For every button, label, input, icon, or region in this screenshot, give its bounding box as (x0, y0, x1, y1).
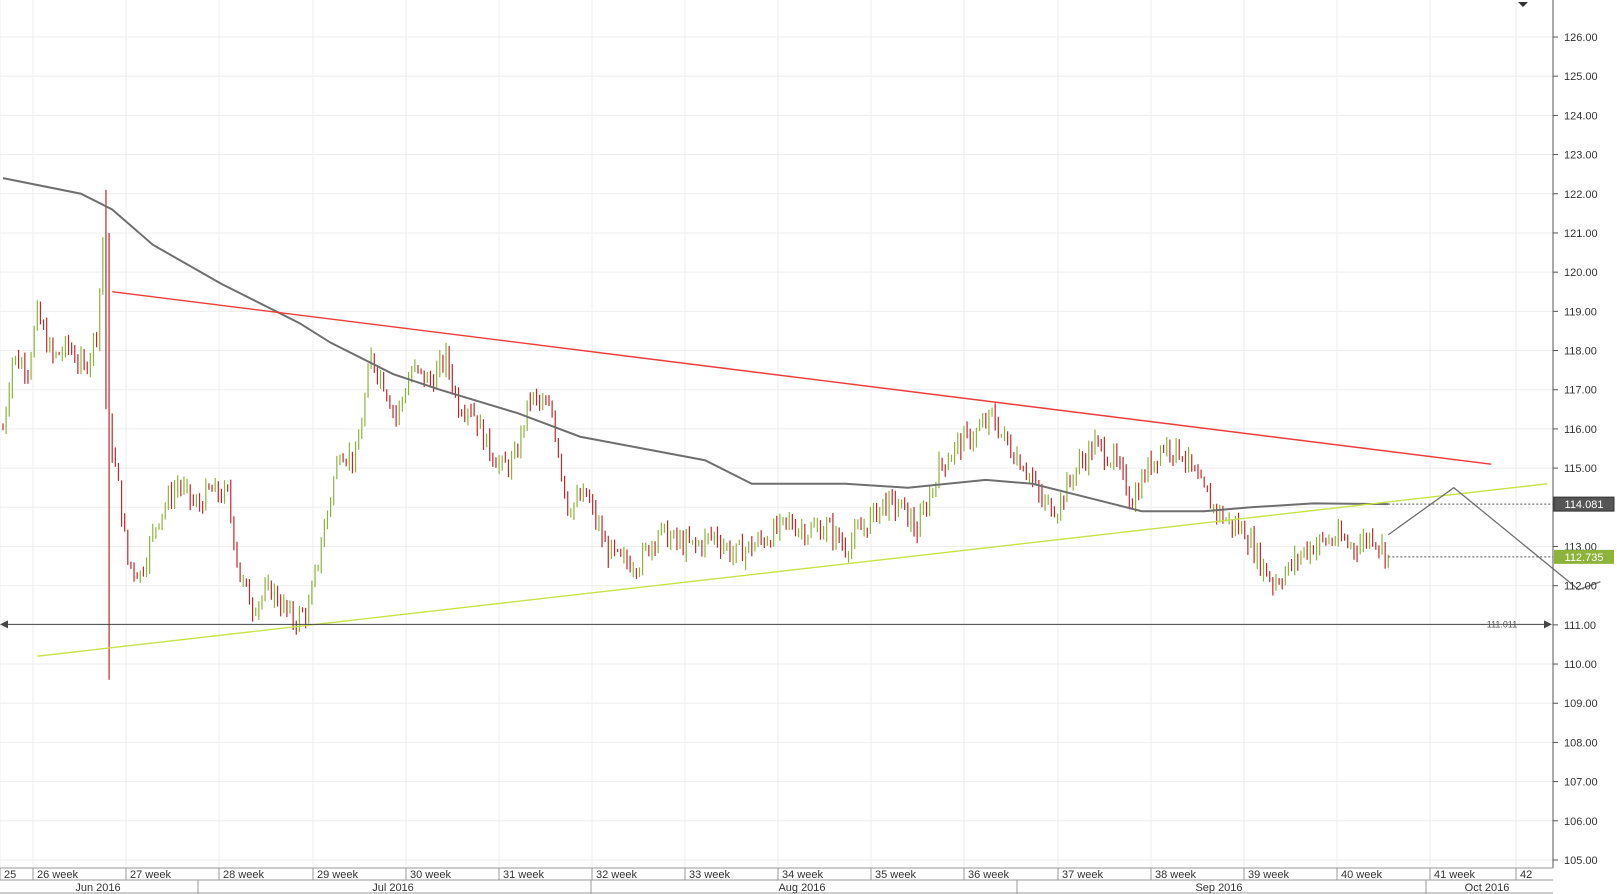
month-label: Jun 2016 (75, 882, 120, 894)
y-tick-label: 120.00 (1564, 267, 1598, 279)
y-tick-label: 124.00 (1564, 110, 1598, 122)
y-tick-label: 109.00 (1564, 698, 1598, 710)
projection-path (1387, 486, 1601, 591)
week-label: 31 week (503, 869, 544, 881)
arrow-right-icon (1544, 620, 1552, 629)
y-tick-label: 106.00 (1564, 816, 1598, 828)
y-tick-label: 119.00 (1564, 306, 1597, 318)
candles (2, 189, 1389, 680)
week-label: 28 week (223, 869, 264, 881)
week-label: 34 week (782, 869, 823, 881)
week-label: 36 week (968, 869, 1009, 881)
y-tick-label: 126.00 (1564, 32, 1598, 44)
y-tick-label: 125.00 (1564, 71, 1598, 83)
week-label: 32 week (596, 869, 637, 881)
month-label: Oct 2016 (1465, 882, 1510, 894)
week-label: 33 week (689, 869, 730, 881)
month-label: Sep 2016 (1195, 882, 1242, 894)
support-trendline (37, 483, 1548, 657)
y-tick-label: 115.00 (1564, 463, 1597, 475)
week-label: 40 week (1341, 869, 1382, 881)
y-tick-label: 122.00 (1564, 189, 1598, 201)
arrow-left-icon (0, 620, 8, 629)
indicator-lines: 111.011 (0, 177, 1601, 657)
y-tick-label: 110.00 (1564, 659, 1597, 671)
y-tick-label: 111.00 (1564, 620, 1596, 632)
week-label: 42 (1520, 869, 1532, 881)
week-label: 39 week (1248, 869, 1289, 881)
week-label: 41 week (1434, 869, 1475, 881)
horizontal-level-label: 111.011 (1487, 619, 1518, 629)
y-tick-label: 116.00 (1564, 424, 1597, 436)
resistance-trendline (112, 291, 1492, 465)
y-tick-label: 112.00 (1564, 581, 1597, 593)
week-label: 25 (4, 869, 16, 881)
grid-lines (0, 0, 1553, 868)
month-label: Jul 2016 (372, 882, 414, 894)
y-tick-label: 105.00 (1564, 855, 1598, 867)
moving-average-line (2, 177, 1389, 513)
y-tick-label: 121.00 (1564, 228, 1598, 240)
price-badge (1553, 496, 1615, 512)
price-badge-label: 112.735 (1565, 552, 1604, 564)
month-label: Aug 2016 (778, 882, 825, 894)
week-label: 37 week (1062, 869, 1103, 881)
y-tick-label: 118.00 (1564, 346, 1597, 358)
price-badge (1554, 549, 1614, 564)
price-axis: 126.00 125.00 124.00 123.00 122.00 121.00 120.… (1518, 0, 1615, 868)
price-badge-label: 114.081 (1565, 499, 1604, 511)
y-tick-label: 108.00 (1564, 737, 1598, 749)
y-tick-label: 123.00 (1564, 150, 1598, 162)
week-label: 26 week (37, 869, 78, 881)
chevron-down-icon[interactable] (1518, 2, 1528, 7)
week-label: 30 week (410, 869, 451, 881)
time-axis: 25 26 week 27 week 28 week 29 week 30 week 31 … (0, 867, 1553, 894)
y-tick-label: 107.00 (1564, 777, 1598, 789)
week-label: 35 week (875, 869, 916, 881)
week-label: 29 week (317, 869, 358, 881)
y-tick-label: 117.00 (1564, 385, 1597, 397)
week-label: 38 week (1155, 869, 1196, 881)
week-label: 27 week (130, 869, 171, 881)
